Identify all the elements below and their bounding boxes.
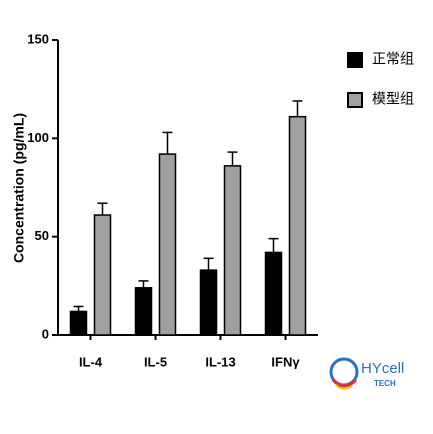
error-bar [203,257,214,271]
error-bar [268,237,279,253]
error-bar [292,100,303,117]
bar [93,214,112,336]
legend-swatch [347,92,363,108]
error-bar [97,202,108,216]
y-tick-label: 100 [27,130,49,145]
error-bar [162,131,173,155]
legend-swatch [347,52,363,68]
y-tick-label: 0 [42,326,49,341]
bar [69,310,88,336]
x-tick-label: IFNγ [271,354,300,369]
logo: HYcell TECH [329,357,404,390]
error-bar [227,151,238,166]
bar [134,287,153,336]
bar [288,115,307,336]
legend-label: 正常组 [372,51,414,67]
logo-sub: TECH [374,379,396,388]
x-tick-label: IL-4 [79,354,103,369]
bar [223,165,242,336]
bar [199,269,218,336]
logo-icon [331,378,358,388]
legend-label: 模型组 [372,91,414,107]
error-bar [138,280,149,288]
bar [264,251,283,336]
x-tick-label: IL-5 [144,354,167,369]
error-bar [73,305,84,312]
logo-icon [335,384,353,390]
y-axis-label: Concentration (pg/mL) [11,113,27,263]
y-tick-label: 50 [35,228,49,243]
logo-name: HYcell [361,360,404,377]
x-tick-label: IL-13 [205,354,235,369]
bar [158,153,177,336]
y-tick-label: 150 [27,31,49,46]
